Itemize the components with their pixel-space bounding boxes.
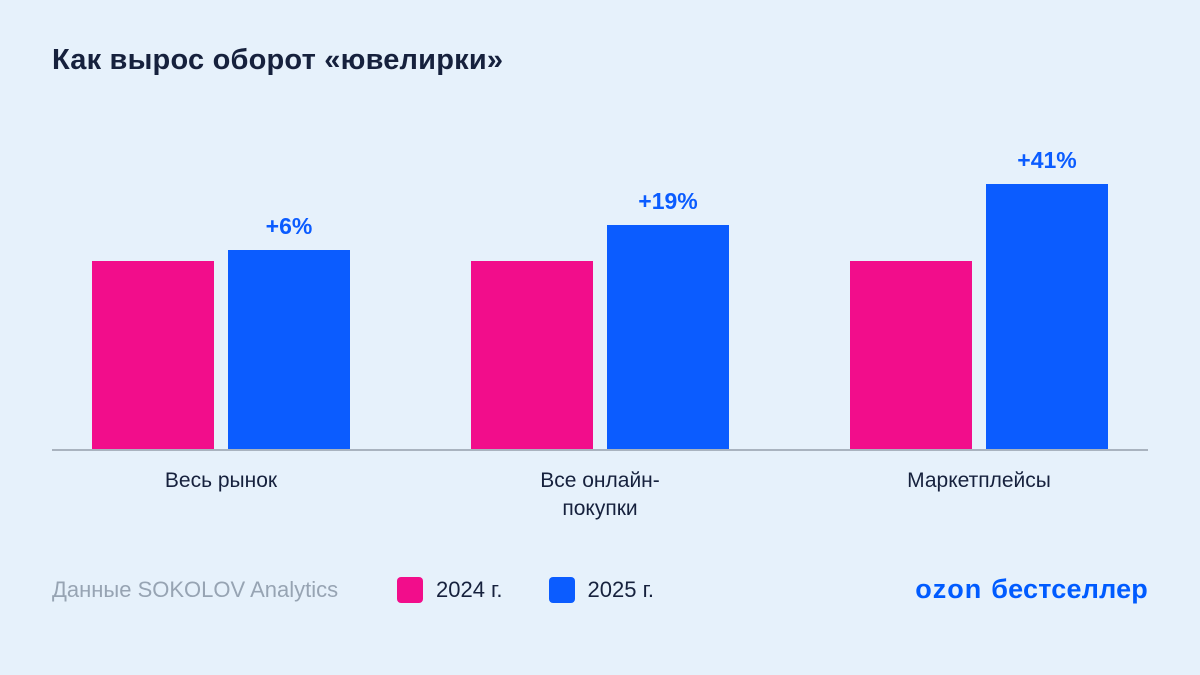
legend-label: 2024 г.	[436, 576, 503, 602]
growth-label: +19%	[638, 188, 698, 215]
footer: Данные SOKOLOV Analytics 2024 г. 2025 г. …	[52, 574, 1148, 605]
legend-item: 2024 г.	[397, 576, 503, 603]
bar-2025	[228, 249, 350, 449]
bar-2025	[986, 183, 1108, 449]
bar-group: +41%	[850, 147, 1108, 449]
bar-2024	[850, 261, 972, 449]
chart-plot-area: +6% +19% +41%	[52, 111, 1148, 451]
bar-2025-column: +41%	[986, 147, 1108, 449]
legend: 2024 г. 2025 г.	[397, 576, 915, 603]
growth-label: +6%	[265, 212, 313, 239]
category-label: Весь рынок	[164, 469, 278, 492]
data-source-label: Данные SOKOLOV Analytics	[52, 576, 339, 602]
bar-chart: +6% +19% +41% Весь рынок Все онлайн- покупк…	[52, 111, 1148, 522]
category-label: Все онлайн- покупки	[540, 469, 660, 520]
bar-group: +6%	[92, 213, 350, 449]
bestseller-wordmark: бестселлер	[991, 574, 1148, 605]
ozon-bestseller-logo: ozon бестселлер	[915, 574, 1148, 605]
legend-label: 2025 г.	[587, 576, 655, 602]
page-title: Как вырос оборот «ювелирки»	[52, 44, 504, 76]
bar-2025-column: +19%	[607, 188, 729, 449]
legend-item: 2025 г.	[548, 576, 655, 603]
bar-2025	[607, 225, 729, 449]
legend-swatch	[548, 576, 575, 603]
category-label: Маркетплейсы	[907, 469, 1051, 492]
legend-swatch	[397, 576, 423, 603]
growth-label: +41%	[1017, 146, 1077, 173]
bar-2025-column: +6%	[228, 213, 350, 449]
bar-2024	[92, 261, 214, 449]
category-labels-row: Весь рынок Все онлайн- покупки Маркетплейс…	[52, 467, 1148, 522]
ozon-wordmark: ozon	[915, 574, 983, 605]
bar-group: +19%	[471, 188, 729, 449]
bar-2024	[471, 261, 593, 449]
